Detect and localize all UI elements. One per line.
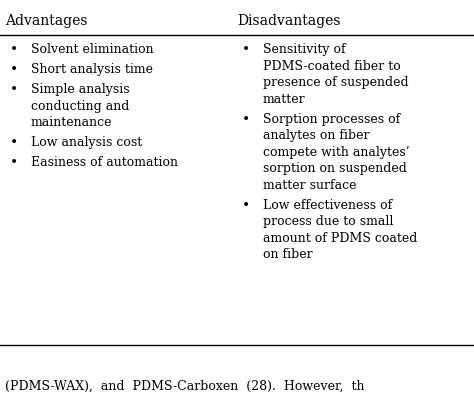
Text: presence of suspended: presence of suspended: [263, 76, 409, 89]
Text: •: •: [242, 113, 250, 127]
Text: matter surface: matter surface: [263, 179, 356, 192]
Text: Low analysis cost: Low analysis cost: [31, 136, 142, 149]
Text: amount of PDMS coated: amount of PDMS coated: [263, 232, 418, 244]
Text: Disadvantages: Disadvantages: [237, 14, 340, 28]
Text: •: •: [9, 63, 18, 77]
Text: Simple analysis: Simple analysis: [31, 83, 129, 96]
Text: matter: matter: [263, 93, 306, 106]
Text: Solvent elimination: Solvent elimination: [31, 43, 154, 56]
Text: Easiness of automation: Easiness of automation: [31, 156, 178, 169]
Text: •: •: [9, 136, 18, 150]
Text: Advantages: Advantages: [5, 14, 87, 28]
Text: PDMS-coated fiber to: PDMS-coated fiber to: [263, 60, 401, 73]
Text: Sensitivity of: Sensitivity of: [263, 43, 346, 56]
Text: compete with analytes’: compete with analytes’: [263, 146, 410, 159]
Text: process due to small: process due to small: [263, 215, 393, 228]
Text: •: •: [9, 156, 18, 170]
Text: Short analysis time: Short analysis time: [31, 63, 153, 76]
Text: •: •: [9, 43, 18, 57]
Text: conducting and: conducting and: [31, 100, 129, 112]
Text: sorption on suspended: sorption on suspended: [263, 162, 407, 175]
Text: Sorption processes of: Sorption processes of: [263, 113, 401, 126]
Text: •: •: [242, 43, 250, 57]
Text: •: •: [9, 83, 18, 97]
Text: Low effectiveness of: Low effectiveness of: [263, 199, 392, 211]
Text: analytes on fiber: analytes on fiber: [263, 129, 370, 142]
Text: on fiber: on fiber: [263, 248, 313, 261]
Text: (PDMS-WAX),  and  PDMS-Carboxen  (28).  However,  th: (PDMS-WAX), and PDMS-Carboxen (28). Howe…: [5, 380, 364, 393]
Text: maintenance: maintenance: [31, 116, 112, 129]
Text: •: •: [242, 199, 250, 213]
